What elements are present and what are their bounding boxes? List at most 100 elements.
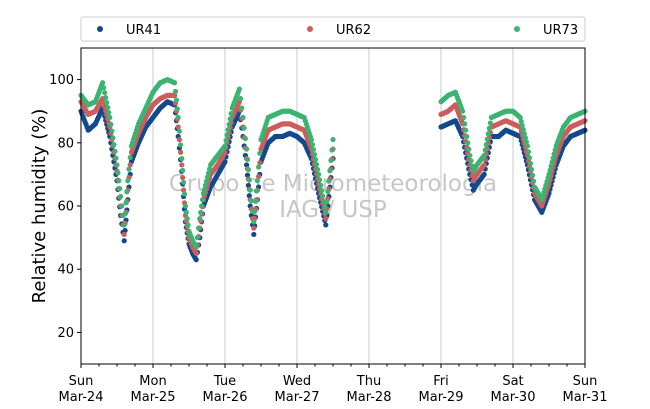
data-point [520,127,526,133]
data-point [107,114,113,121]
data-point [251,219,257,225]
data-point [311,151,318,158]
data-point [244,162,250,168]
data-point [100,80,106,86]
data-point [323,222,329,228]
y-tick-label: 80 [57,136,74,151]
data-point [116,178,122,184]
y-axis-label: Relative humidity (%) [29,109,50,304]
data-point [322,204,328,210]
data-point [124,189,130,195]
x-tick-day-label: Wed [283,374,311,389]
legend-label: UR41 [126,23,161,38]
x-tick-date-label: Mar-24 [59,390,104,405]
data-point [199,203,205,209]
data-point [122,211,128,217]
data-point [319,188,325,194]
data-point [106,109,112,116]
data-point [310,146,317,153]
data-point [179,156,185,162]
data-point [328,157,334,164]
data-point [463,127,469,133]
data-point [122,227,128,234]
data-point [112,148,118,154]
data-point [254,178,260,184]
data-point [244,146,250,152]
data-point [530,178,537,184]
data-point [251,225,257,231]
data-point [312,156,319,163]
data-point [529,172,536,178]
data-point [174,106,180,112]
data-point [172,92,178,98]
data-point [551,151,557,157]
data-point [176,128,182,134]
data-point [522,135,528,141]
data-point [119,203,125,209]
data-point [178,149,184,155]
y-tick-label: 40 [57,263,74,278]
data-point [550,155,556,161]
data-point [465,140,471,146]
data-point [227,116,233,122]
legend: UR41 UR62 UR73 [80,16,586,42]
x-tick-date-label: Mar-26 [203,390,248,405]
data-point [206,166,213,172]
x-tick-day-label: Fri [433,374,449,389]
data-point [487,120,493,126]
data-point [324,199,330,205]
data-point [123,200,129,206]
data-point [325,188,331,195]
data-point [253,198,259,204]
data-point [126,166,132,172]
data-point [238,95,244,102]
data-point [461,114,467,121]
y-axis: 20 40 60 80 100 [49,73,81,341]
data-point [246,193,252,199]
data-point [180,174,186,181]
data-point [245,182,251,189]
data-point [101,85,107,91]
data-point [245,167,251,173]
data-point [181,191,188,197]
data-point [241,125,247,131]
data-point [223,137,229,144]
vertical-gridlines [152,48,514,364]
data-point [205,170,212,176]
data-point [320,193,326,199]
data-point [481,152,487,159]
data-point [246,177,252,183]
data-point [114,162,120,168]
data-point [224,132,230,138]
data-point [524,143,531,149]
data-point [175,124,181,130]
data-point [172,80,178,86]
data-point [546,171,552,177]
data-point [182,203,188,209]
data-point [318,182,324,188]
y-tick-label: 100 [49,73,74,88]
x-tick-day-label: Tue [213,374,236,389]
data-point [314,166,321,173]
data-point [526,155,533,161]
data-point [183,209,189,215]
data-point [462,121,468,127]
data-point [105,104,111,111]
data-point [222,159,228,165]
data-point [108,121,114,127]
data-point [172,88,179,95]
x-tick-day-label: Sun [69,374,94,389]
data-point [110,135,116,141]
data-point [323,209,329,215]
data-point [466,146,472,152]
data-point [519,123,525,129]
data-point [181,187,187,193]
data-point [327,168,333,174]
data-point [176,137,182,143]
data-point [523,139,529,145]
x-tick-day-label: Thu [356,374,381,389]
x-tick-date-label: Mar-31 [563,390,608,405]
data-point [239,105,245,111]
data-point [202,182,209,188]
x-tick-date-label: Mar-30 [491,390,536,405]
